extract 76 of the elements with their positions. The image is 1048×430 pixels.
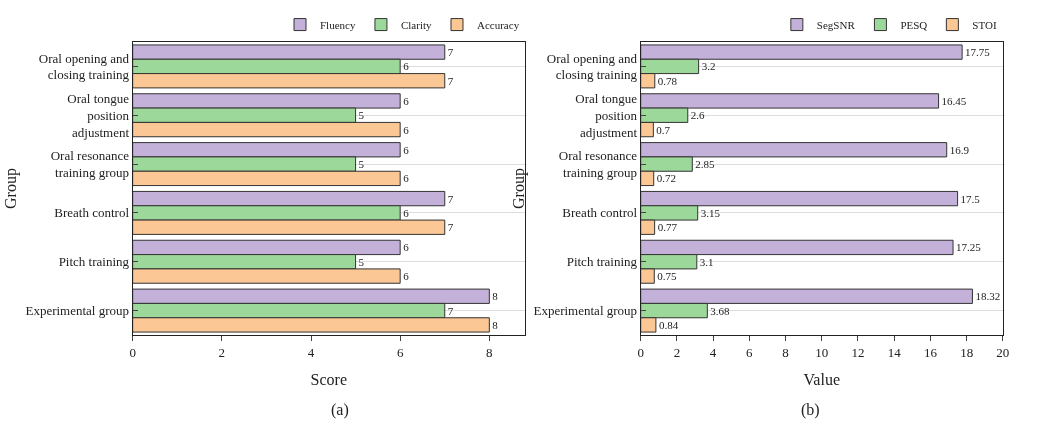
data-label: 18.32	[975, 290, 1001, 303]
y-axis-title: Group	[510, 168, 529, 209]
data-label: 16.45	[941, 94, 967, 107]
data-label: 6	[403, 94, 410, 107]
text: (b)	[801, 401, 820, 419]
x-tick-label: 0	[637, 344, 644, 360]
legend-label: Clarity	[400, 18, 432, 31]
data-label: 0.78	[657, 74, 678, 87]
data-label: 16.9	[949, 143, 970, 156]
y-tick-label: Experimental group	[533, 303, 638, 319]
data-label: 3.68	[710, 304, 731, 317]
x-tick-label: 2	[673, 344, 681, 360]
x-tick-label: 2	[218, 344, 226, 360]
x-tick-label: 20	[996, 344, 1010, 360]
x-tick-label: 18	[960, 344, 974, 360]
data-label: 0.77	[657, 221, 678, 234]
y-tick-label: Oral resonance training group	[558, 148, 638, 181]
data-label: 0.84	[658, 318, 679, 331]
x-tick-label: 16	[923, 344, 938, 360]
data-label: 6	[403, 143, 410, 156]
data-label: 2.85	[695, 158, 716, 171]
y-tick-label: Oral opening and closing training	[546, 50, 638, 83]
x-tick-label: 10	[815, 344, 829, 360]
data-label: 17.75	[965, 46, 991, 59]
data-label: 7	[447, 74, 454, 87]
y-axis-title: Group	[2, 168, 21, 209]
data-label: 7	[447, 46, 454, 59]
data-label: 3.1	[699, 255, 714, 268]
x-tick-label: 8	[486, 344, 493, 360]
data-label: 0.72	[656, 172, 676, 185]
data-label: 5	[358, 255, 365, 268]
data-label: 17.5	[960, 192, 981, 205]
y-tick-label: Oral resonance training group	[50, 148, 130, 181]
data-label: 6	[403, 172, 410, 185]
data-label: 5	[358, 158, 365, 171]
y-tick-label: Pitch training	[58, 254, 130, 270]
x-tick-label: 8	[782, 344, 789, 360]
data-label: 17.25	[956, 241, 982, 254]
data-label: 6	[403, 270, 410, 283]
y-tick-label: Pitch training	[566, 254, 638, 270]
data-label: 7	[447, 221, 454, 234]
data-label: 5	[358, 109, 365, 122]
data-label: 3.15	[700, 206, 721, 219]
data-label: 7	[447, 192, 454, 205]
data-label: 6	[403, 123, 410, 136]
data-label: 7	[447, 304, 454, 317]
data-label: 2.6	[690, 109, 706, 122]
y-tick-label: Oral opening and closing training	[38, 50, 130, 83]
x-tick-label: 0	[129, 344, 136, 360]
x-tick-label: 4	[307, 344, 315, 360]
legend-label: SegSNR	[816, 18, 856, 31]
y-tick-label: Breath control	[562, 205, 638, 221]
y-tick-label: Oral tongue position adjustment	[575, 90, 638, 140]
data-label: 0.7	[656, 123, 671, 136]
x-tick-label: 14	[887, 344, 902, 360]
data-label: 6	[403, 206, 410, 219]
x-axis-title: Value	[803, 371, 840, 389]
legend-label: PESQ	[900, 18, 928, 31]
y-tick-label: Breath control	[54, 205, 130, 221]
legend-label: Fluency	[320, 18, 356, 31]
data-label: 6	[403, 241, 410, 254]
data-label: 8	[492, 318, 499, 331]
data-label: 8	[492, 290, 499, 303]
data-label: 0.75	[657, 270, 678, 283]
x-tick-label: 6	[396, 344, 404, 360]
text: (a)	[331, 401, 349, 419]
x-axis-title: Score	[310, 371, 348, 389]
x-tick-label: 4	[709, 344, 717, 360]
legend-label: STOI	[972, 18, 997, 31]
y-tick-label: Experimental group	[25, 303, 130, 319]
x-tick-label: 12	[851, 344, 865, 360]
y-tick-label: Oral tongue position adjustment	[67, 90, 130, 140]
data-label: 3.2	[701, 60, 716, 73]
legend-label: Accuracy	[476, 18, 520, 31]
x-tick-label: 6	[746, 344, 754, 360]
data-label: 6	[403, 60, 410, 73]
